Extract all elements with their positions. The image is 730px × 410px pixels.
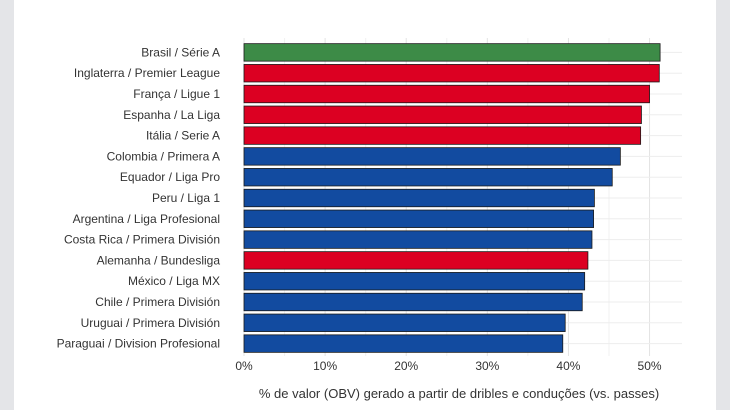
category-label: Uruguai / Primera División: [81, 316, 220, 330]
category-label: Alemanha / Bundesliga: [97, 253, 221, 267]
category-label: Paraguai / Division Profesional: [57, 337, 220, 351]
bar: [243, 84, 650, 104]
bar: [243, 168, 613, 187]
bar: [243, 43, 661, 62]
bar: [243, 209, 594, 228]
bar: [243, 147, 621, 166]
x-axis-label: % de valor (OBV) gerado a partir de drib…: [259, 386, 659, 401]
x-tick-label: 10%: [313, 359, 337, 373]
category-label: Itália / Serie A: [146, 129, 220, 143]
category-label: Chile / Primera División: [95, 295, 220, 309]
category-label: Costa Rica / Primera División: [64, 233, 220, 247]
bar: [243, 272, 586, 291]
category-label: Equador / Liga Pro: [120, 170, 220, 184]
bar: [243, 334, 564, 353]
x-tick-label: 30%: [475, 359, 499, 373]
category-label: Argentina / Liga Profesional: [73, 212, 220, 226]
bar: [243, 292, 583, 312]
category-label: Espanha / La Liga: [123, 108, 220, 122]
bar: [243, 105, 642, 124]
bar: [243, 188, 595, 208]
category-label: Inglaterra / Premier League: [74, 66, 220, 80]
bar: [243, 313, 566, 332]
bar: [243, 230, 593, 249]
x-tick-labels: 0% 10% 20% 30% 40% 50%: [235, 359, 662, 373]
category-label: Peru / Liga 1: [152, 191, 220, 205]
category-labels: Brasil / Série A Inglaterra / Premier Lea…: [57, 45, 221, 350]
bars: [243, 43, 661, 353]
x-tick-label: 0%: [235, 359, 253, 373]
bar: [243, 251, 589, 270]
x-tick-label: 20%: [394, 359, 418, 373]
category-label: Colombia / Primera A: [107, 149, 220, 163]
bar: [243, 126, 642, 145]
x-tick-label: 40%: [556, 359, 580, 373]
category-label: Brasil / Série A: [141, 45, 220, 59]
category-label: França / Ligue 1: [133, 87, 220, 101]
x-tick-label: 50%: [638, 359, 662, 373]
bar: [243, 64, 660, 83]
category-label: México / Liga MX: [128, 274, 220, 288]
